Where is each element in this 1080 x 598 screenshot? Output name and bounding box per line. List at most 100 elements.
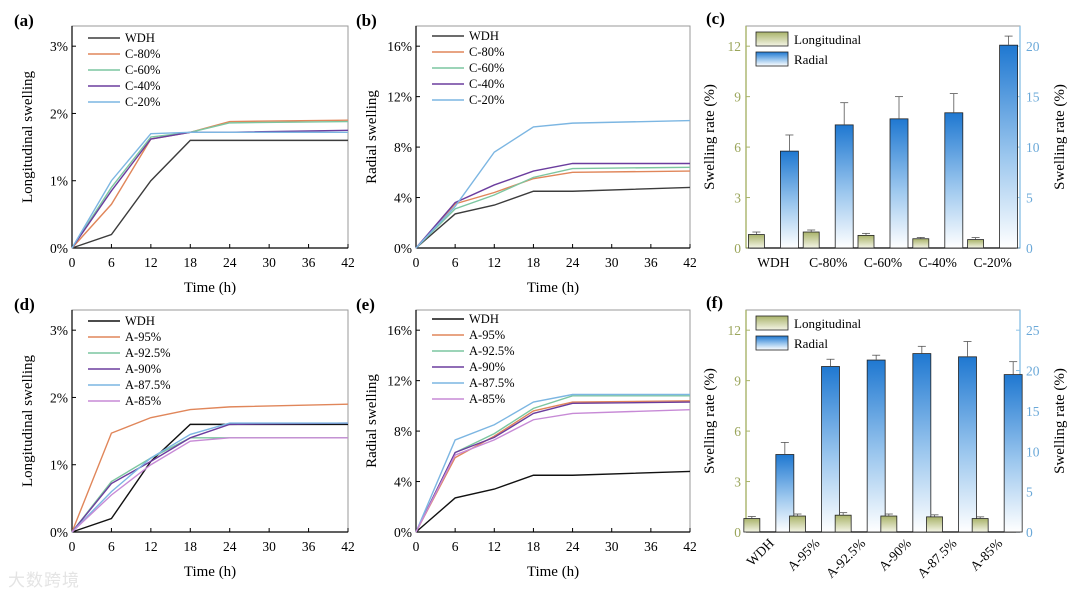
y-tick-label: 0% <box>50 241 68 256</box>
x-tick-label: 12 <box>488 539 502 554</box>
series-line-C-80% <box>415 170 691 249</box>
series-line-C-60% <box>415 166 691 249</box>
x-tick-label: 6 <box>452 255 459 270</box>
y-tick-label: 9 <box>734 90 741 105</box>
series-line-A-87.5% <box>415 393 690 533</box>
bar-radial <box>821 366 840 533</box>
y-tick-label: 0 <box>734 525 741 540</box>
series-line-A-85% <box>415 408 691 533</box>
x-tick-label: A-92.5% <box>823 536 868 581</box>
bar-longitudinal <box>967 239 984 249</box>
y-tick-label: 12% <box>387 90 412 105</box>
x-tick-label: 0 <box>413 539 420 554</box>
bar-radial <box>1003 374 1023 533</box>
y-tick-label: 0% <box>50 525 68 540</box>
bar-radial <box>958 356 977 533</box>
series-line-WDH <box>71 139 348 249</box>
legend-label: Longitudinal <box>794 32 862 47</box>
series-line-A-90% <box>415 401 691 533</box>
legend-label: A-85% <box>469 392 505 406</box>
x-tick-label: 30 <box>262 255 276 270</box>
legend-label: C-20% <box>125 95 160 109</box>
y-tick-label: 3% <box>50 39 68 54</box>
x-tick-label: 24 <box>566 539 580 554</box>
chart-3: (c) 0 3 6 9 12 0 5 10 15 20 Swelling rate (%) Swelli… <box>702 9 1068 270</box>
x-tick-label: 30 <box>605 539 619 554</box>
legend: WDH C-80% C-60% C-40% C-20% <box>88 31 160 109</box>
chart-4: (d) 0 6 12 18 24 30 36 42 0% 1% 2% 3% Time (h) Longitu… <box>14 295 355 580</box>
y-tick-label: 16% <box>387 39 412 54</box>
series-line-WDH <box>415 186 691 249</box>
panel-label: (b) <box>356 11 377 30</box>
plot-frame <box>415 25 691 249</box>
y-tick-label: 4% <box>394 475 412 490</box>
legend: WDH A-95% A-92.5% A-90% A-87.5% A-85% <box>432 312 514 406</box>
legend-label: A-92.5% <box>469 344 514 358</box>
x-tick-label: 12 <box>144 255 158 270</box>
legend: Longitudinal Radial <box>755 315 862 351</box>
x-tick-label: 18 <box>527 539 541 554</box>
legend-label: C-80% <box>469 45 504 59</box>
legend-label: A-87.5% <box>125 378 170 392</box>
x-tick-label: 42 <box>683 255 697 270</box>
bar-longitudinal <box>971 518 989 533</box>
y2-tick-label: 20 <box>1026 364 1040 379</box>
y2-tick-label: 10 <box>1026 444 1040 459</box>
bar-radial <box>912 353 932 533</box>
chart-6: (f) 0 3 6 9 12 0 5 10 15 20 25 Swelling rate (%) Swel… <box>702 293 1068 581</box>
bar-longitudinal <box>802 231 820 249</box>
series-line-C-20% <box>415 119 691 249</box>
legend-label: WDH <box>125 31 155 45</box>
bar-radial <box>866 359 886 533</box>
bar-longitudinal <box>880 515 898 533</box>
watermark: 大数跨境 <box>8 571 80 591</box>
series-line-WDH <box>415 470 691 533</box>
bar-radial <box>780 150 799 249</box>
x-tick-label: 18 <box>184 255 198 270</box>
y-tick-label: 1% <box>50 458 68 473</box>
panel-label: (c) <box>706 9 725 28</box>
legend: WDH C-80% C-60% C-40% C-20% <box>432 29 504 107</box>
legend-label: C-40% <box>469 77 504 91</box>
bar-radial <box>834 124 854 249</box>
legend-label: Longitudinal <box>794 316 862 331</box>
x-tick-label: 24 <box>223 539 237 554</box>
x-tick-label: 30 <box>262 539 276 554</box>
y-axis-title: Swelling rate (%) <box>702 368 718 474</box>
x-tick-label: 36 <box>302 539 316 554</box>
chart-2: (b) 0 6 12 18 24 30 36 42 0% 4% 8% 12% 16% Time (h) Rad… <box>356 11 697 296</box>
x-axis-title: Time (h) <box>527 564 579 580</box>
y-tick-label: 16% <box>387 323 412 338</box>
plot-frame <box>71 25 349 249</box>
bar-longitudinal <box>912 238 930 249</box>
legend-swatch <box>755 335 789 351</box>
x-tick-label: C-80% <box>809 255 847 270</box>
x-tick-label: 30 <box>605 255 619 270</box>
legend: WDH A-95% A-92.5% A-90% A-87.5% A-85% <box>88 314 170 408</box>
x-tick-label: 18 <box>527 255 541 270</box>
x-tick-label: 36 <box>644 255 658 270</box>
legend-swatch <box>755 315 789 331</box>
x-tick-label: 24 <box>223 255 237 270</box>
x-axis-title: Time (h) <box>184 280 236 296</box>
y-tick-label: 8% <box>394 424 412 439</box>
legend-label: WDH <box>469 29 499 43</box>
y-axis-title: Swelling rate (%) <box>702 84 718 190</box>
x-tick-label: A-90% <box>876 536 914 574</box>
series-line-A-95% <box>71 403 349 533</box>
y2-tick-label: 15 <box>1026 90 1040 105</box>
y-tick-label: 1% <box>50 174 68 189</box>
x-tick-label: C-20% <box>973 255 1011 270</box>
y2-tick-label: 10 <box>1026 140 1040 155</box>
series-line-C-40% <box>71 129 349 249</box>
y-tick-label: 2% <box>50 106 68 121</box>
x-tick-label: C-60% <box>864 255 902 270</box>
bar-radial <box>999 44 1018 249</box>
x-tick-label: A-87.5% <box>914 536 959 581</box>
legend: Longitudinal Radial <box>755 31 862 67</box>
bar-longitudinal <box>926 516 943 533</box>
legend-label: A-90% <box>469 360 505 374</box>
x-tick-label: 36 <box>644 539 658 554</box>
legend-swatch <box>755 51 789 67</box>
